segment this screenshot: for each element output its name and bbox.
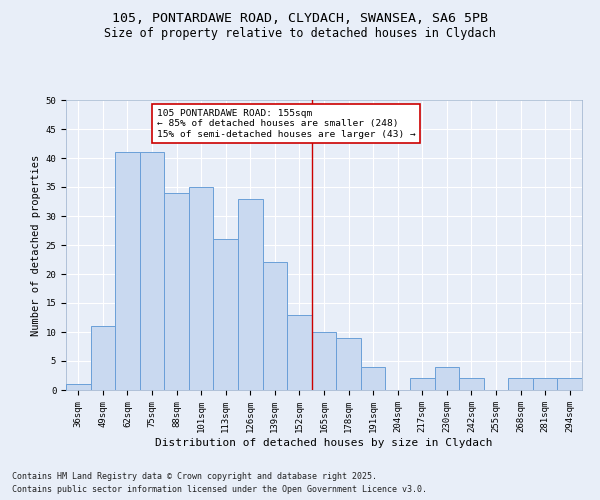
Bar	[263, 262, 287, 390]
Bar	[140, 152, 164, 390]
Text: 105, PONTARDAWE ROAD, CLYDACH, SWANSEA, SA6 5PB: 105, PONTARDAWE ROAD, CLYDACH, SWANSEA, …	[112, 12, 488, 26]
Bar	[508, 378, 533, 390]
Bar	[459, 378, 484, 390]
Text: 105 PONTARDAWE ROAD: 155sqm
← 85% of detached houses are smaller (248)
15% of se: 105 PONTARDAWE ROAD: 155sqm ← 85% of det…	[157, 108, 416, 138]
Bar	[115, 152, 140, 390]
Bar	[214, 239, 238, 390]
Text: Size of property relative to detached houses in Clydach: Size of property relative to detached ho…	[104, 28, 496, 40]
Bar	[66, 384, 91, 390]
Text: Contains HM Land Registry data © Crown copyright and database right 2025.: Contains HM Land Registry data © Crown c…	[12, 472, 377, 481]
Bar	[287, 314, 312, 390]
Bar	[533, 378, 557, 390]
Bar	[91, 326, 115, 390]
Bar	[336, 338, 361, 390]
Y-axis label: Number of detached properties: Number of detached properties	[31, 154, 41, 336]
Bar	[434, 367, 459, 390]
Text: Contains public sector information licensed under the Open Government Licence v3: Contains public sector information licen…	[12, 485, 427, 494]
X-axis label: Distribution of detached houses by size in Clydach: Distribution of detached houses by size …	[155, 438, 493, 448]
Bar	[189, 187, 214, 390]
Bar	[164, 193, 189, 390]
Bar	[557, 378, 582, 390]
Bar	[410, 378, 434, 390]
Bar	[312, 332, 336, 390]
Bar	[238, 198, 263, 390]
Bar	[361, 367, 385, 390]
